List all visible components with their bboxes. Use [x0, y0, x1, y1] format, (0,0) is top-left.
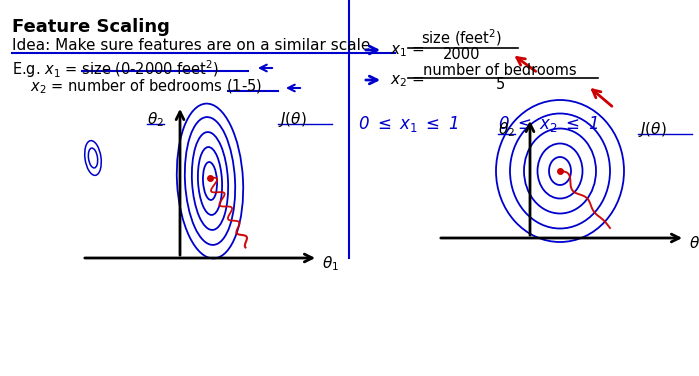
- Text: E.g. $x_1$ = size (0-2000 feet$^2$): E.g. $x_1$ = size (0-2000 feet$^2$): [12, 58, 219, 80]
- Text: $x_2$ = number of bedrooms (1-5): $x_2$ = number of bedrooms (1-5): [30, 78, 262, 96]
- Text: 5: 5: [496, 77, 505, 92]
- Text: number of bedrooms: number of bedrooms: [423, 63, 577, 78]
- Text: $\theta_1$: $\theta_1$: [322, 254, 339, 273]
- Text: Feature Scaling: Feature Scaling: [12, 18, 170, 36]
- Text: $x_2$ =: $x_2$ =: [390, 73, 424, 89]
- Text: $J(\theta)$: $J(\theta)$: [278, 110, 307, 129]
- Text: 0 $\leq$ $x_2$ $\leq$ 1: 0 $\leq$ $x_2$ $\leq$ 1: [498, 114, 598, 134]
- Text: $\theta_2$: $\theta_2$: [498, 120, 515, 139]
- Text: Idea: Make sure features are on a similar scale.: Idea: Make sure features are on a simila…: [12, 38, 375, 53]
- Text: $\theta_2$: $\theta_2$: [147, 110, 164, 129]
- Text: 2000: 2000: [443, 47, 481, 62]
- Text: $x_1$ =: $x_1$ =: [390, 43, 424, 59]
- Text: $\theta_1$: $\theta_1$: [689, 234, 699, 253]
- Text: 0 $\leq$ $x_1$ $\leq$ 1: 0 $\leq$ $x_1$ $\leq$ 1: [358, 114, 459, 134]
- Text: $J(\theta)$: $J(\theta)$: [638, 120, 667, 139]
- Text: size (feet$^2$): size (feet$^2$): [421, 27, 503, 48]
